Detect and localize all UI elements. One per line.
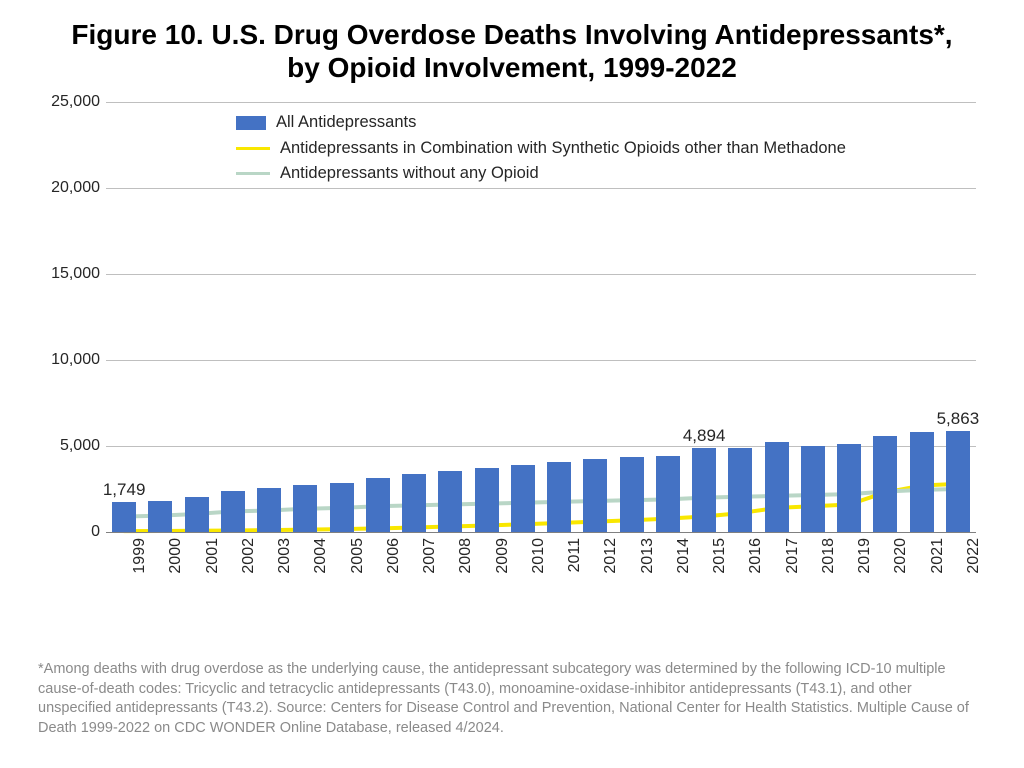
grid-line [106,102,976,103]
x-axis-tick-label: 2019 [856,538,874,574]
x-axis-tick-label: 2009 [494,538,512,574]
x-axis-tick-label: 2021 [929,538,947,574]
bar [475,468,499,532]
grid-line [106,188,976,189]
x-axis-tick-label: 2022 [965,538,983,574]
grid-line [106,360,976,361]
x-axis-tick-label: 2002 [240,538,258,574]
x-axis-tick-label: 2011 [566,538,584,572]
x-axis-tick-label: 2008 [457,538,475,574]
legend-swatch-line [236,172,270,175]
x-axis-tick-label: 2000 [167,538,185,574]
bar-value-label: 4,894 [683,426,726,446]
x-axis-tick-label: 2015 [711,538,729,574]
chart-legend: All AntidepressantsAntidepressants in Co… [236,110,846,187]
bar [112,502,136,532]
figure-container: Figure 10. U.S. Drug Overdose Deaths Inv… [0,0,1024,768]
bar [366,478,390,532]
bar [185,497,209,532]
x-axis-tick-label: 2014 [675,538,693,574]
bar [330,483,354,532]
y-axis-tick-label: 15,000 [51,265,106,283]
legend-item: All Antidepressants [236,110,846,136]
legend-item: Antidepressants without any Opioid [236,161,846,187]
bar [547,462,571,532]
y-axis-tick-label: 10,000 [51,351,106,369]
bar [837,444,861,532]
bar [148,501,172,532]
line-series-without_opioid [124,489,958,517]
bar [438,471,462,532]
legend-item: Antidepressants in Combination with Synt… [236,136,846,162]
bar [873,436,897,532]
legend-swatch-bar [236,116,266,130]
x-axis-tick-label: 2020 [892,538,910,574]
bar [910,432,934,532]
bar [765,442,789,532]
bar [620,457,644,532]
x-axis-tick-label: 2003 [276,538,294,574]
x-axis-tick-label: 2013 [639,538,657,574]
bar [692,448,716,532]
x-axis-tick-label: 1999 [131,538,149,574]
bar [728,448,752,532]
x-axis-tick-label: 2007 [421,538,439,574]
bar [402,474,426,532]
x-axis-tick-label: 2010 [530,538,548,574]
bar [801,446,825,532]
y-axis-tick-label: 0 [91,523,106,541]
x-axis-tick-label: 2012 [602,538,620,574]
y-axis-tick-label: 25,000 [51,93,106,111]
x-axis-tick-label: 2005 [349,538,367,574]
line-series-synthetic [124,484,958,531]
bar [221,491,245,532]
legend-label: Antidepressants in Combination with Synt… [280,136,846,162]
x-axis-line [106,532,976,533]
legend-label: Antidepressants without any Opioid [280,161,539,187]
figure-footnote: *Among deaths with drug overdose as the … [38,660,980,738]
bar [656,456,680,533]
y-axis-tick-label: 5,000 [60,437,106,455]
y-axis-tick-label: 20,000 [51,179,106,197]
x-axis-tick-label: 2001 [204,538,222,574]
x-axis-tick-label: 2017 [784,538,802,574]
x-axis-tick-label: 2018 [820,538,838,574]
bar [257,488,281,532]
x-axis-tick-label: 2004 [312,538,330,574]
x-axis-tick-label: 2016 [747,538,765,574]
bar-value-label: 5,863 [937,409,980,429]
legend-swatch-line [236,147,270,150]
bar [293,485,317,532]
grid-line [106,274,976,275]
bar-value-label: 1,749 [103,480,146,500]
bar [583,459,607,532]
legend-label: All Antidepressants [276,110,416,136]
bar [511,465,535,532]
x-axis-tick-label: 2006 [385,538,403,574]
figure-title: Figure 10. U.S. Drug Overdose Deaths Inv… [62,18,962,84]
chart-plot-area: All AntidepressantsAntidepressants in Co… [106,102,976,532]
bar [946,431,970,532]
